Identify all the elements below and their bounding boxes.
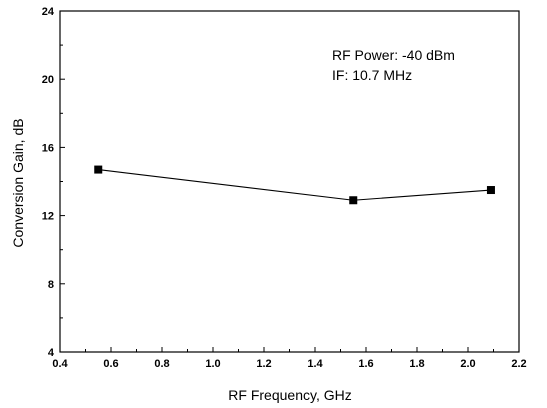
data-series	[94, 165, 495, 205]
x-tick-label-1: 0.6	[103, 358, 118, 370]
y-tick-label-1: 8	[48, 279, 54, 291]
y-tick-label-0: 4	[48, 347, 55, 359]
data-point-2	[486, 186, 495, 195]
plot-area-frame	[59, 10, 520, 353]
y-tick-label-3: 16	[42, 142, 54, 154]
y-tick-label-2: 12	[42, 211, 54, 223]
y-tick-label-4: 20	[42, 74, 54, 86]
series-line-0	[98, 169, 491, 201]
data-point-1	[349, 196, 358, 205]
x-tick-label-5: 1.4	[307, 358, 323, 370]
data-point-0	[94, 165, 103, 174]
axis-tick-labels: 0.4 0.6 0.8 1.0 1.2 1.4 1.6 1.8 2.0 2.2 4 8 12 16 20 24	[42, 6, 527, 370]
x-axis-title: RF Frequency, GHz	[228, 387, 351, 403]
x-tick-label-7: 1.8	[409, 358, 424, 370]
x-tick-label-9: 2.2	[511, 358, 526, 370]
x-tick-label-2: 0.8	[154, 358, 169, 370]
y-axis-title: Conversion Gain, dB	[10, 118, 26, 247]
x-tick-label-8: 2.0	[460, 358, 475, 370]
x-tick-label-3: 1.0	[205, 358, 220, 370]
x-tick-label-4: 1.2	[256, 358, 271, 370]
x-tick-label-0: 0.4	[52, 358, 68, 370]
annotation-rf-power: RF Power: -40 dBm	[332, 47, 455, 63]
annotation-if: IF: 10.7 MHz	[332, 67, 412, 83]
y-tick-label-5: 24	[42, 6, 55, 18]
x-tick-label-6: 1.6	[358, 358, 373, 370]
